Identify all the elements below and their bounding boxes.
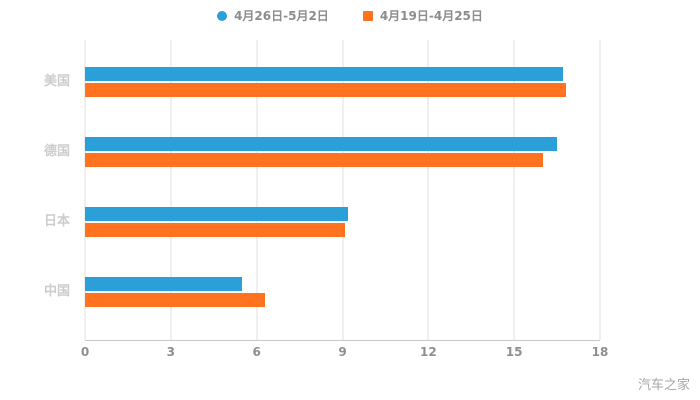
bar-中国-4月19日-4月25日 <box>85 293 266 307</box>
bar-日本-4月19日-4月25日 <box>85 223 346 237</box>
plot-area <box>84 40 601 341</box>
x-tick-label: 15 <box>505 345 523 359</box>
x-tick-label: 12 <box>419 345 437 359</box>
x-tick-label: 6 <box>252 345 261 359</box>
gridline <box>599 40 601 340</box>
category-label-japan: 日本 <box>43 214 70 229</box>
watermark: 汽车之家 <box>637 378 690 393</box>
x-tick-label: 9 <box>338 345 347 359</box>
gridline <box>84 40 86 340</box>
bar-德国-4月26日-5月2日 <box>85 137 558 151</box>
legend-item-apr19-apr25[interactable]: 4月19日-4月25日 <box>362 7 483 24</box>
bar-德国-4月19日-4月25日 <box>85 153 543 167</box>
legend-marker-orange-icon <box>362 10 373 21</box>
gridline <box>342 40 343 340</box>
legend-label: 4月26日-5月2日 <box>234 9 329 23</box>
category-label-germany: 德国 <box>43 144 70 159</box>
gridline <box>427 40 429 340</box>
legend-marker-blue-icon <box>217 10 228 21</box>
chart-legend: 4月26日-5月2日 4月19日-4月25日 <box>0 7 700 24</box>
gridline <box>513 40 515 340</box>
x-axis-labels: 0 3 6 9 12 15 18 <box>81 345 609 361</box>
bar-美国-4月19日-4月25日 <box>85 83 566 97</box>
gridline <box>256 40 258 340</box>
x-tick-label: 3 <box>166 345 176 359</box>
x-tick-label: 18 <box>591 345 609 359</box>
bar-美国-4月26日-5月2日 <box>85 67 563 81</box>
legend-label: 4月19日-4月25日 <box>379 9 483 23</box>
y-axis-labels: 美国 德国 日本 中国 <box>0 0 76 400</box>
x-tick-label: 0 <box>80 345 90 359</box>
bar-日本-4月26日-5月2日 <box>85 207 349 221</box>
bar-中国-4月26日-5月2日 <box>85 277 243 291</box>
category-label-usa: 美国 <box>43 74 70 89</box>
category-label-china: 中国 <box>43 284 70 299</box>
legend-item-apr26-may2[interactable]: 4月26日-5月2日 <box>217 7 329 24</box>
gridline <box>170 40 172 340</box>
